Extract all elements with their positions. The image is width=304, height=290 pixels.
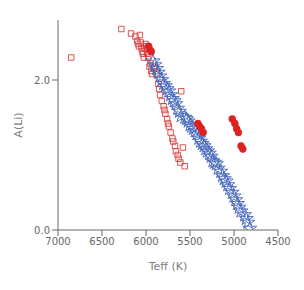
svg-text:2.0: 2.0 (34, 75, 50, 86)
svg-text:5000: 5000 (221, 236, 246, 247)
svg-text:0.0: 0.0 (34, 225, 50, 236)
svg-text:4500: 4500 (265, 236, 290, 247)
svg-text:6500: 6500 (89, 236, 114, 247)
svg-text:5500: 5500 (177, 236, 202, 247)
svg-text:Teff (K): Teff (K) (148, 260, 188, 273)
svg-text:6000: 6000 (133, 236, 158, 247)
svg-text:A(Li): A(Li) (12, 112, 25, 137)
svg-text:7000: 7000 (45, 236, 70, 247)
